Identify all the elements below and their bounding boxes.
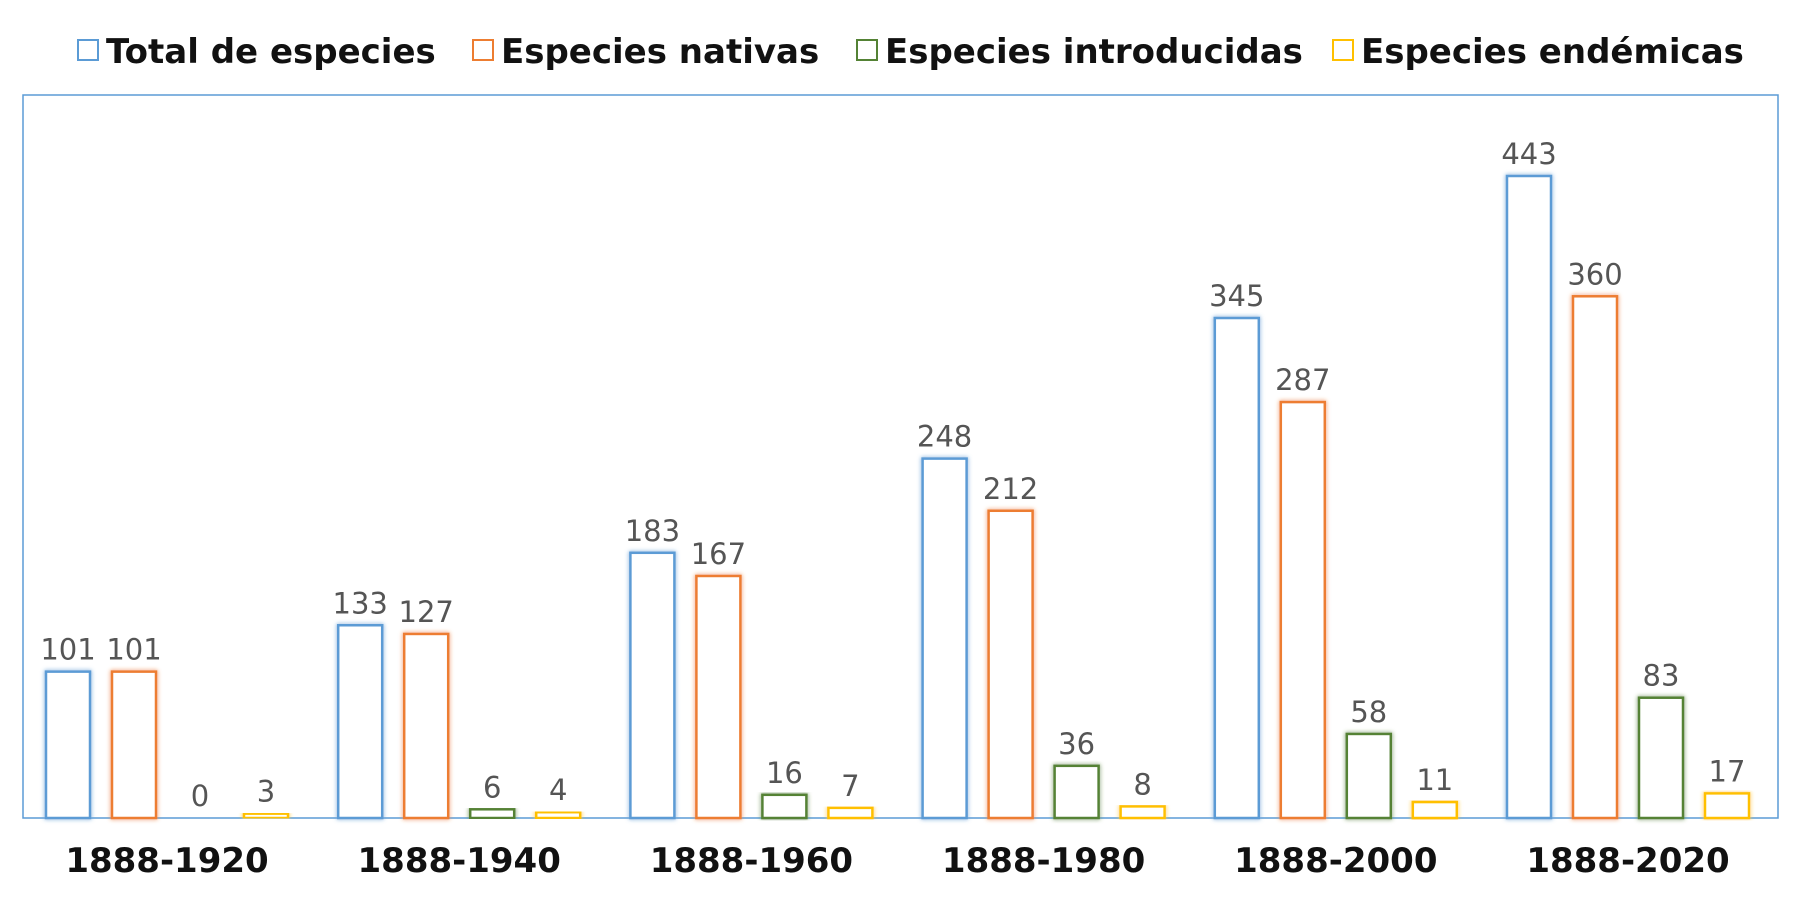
data-label-3-1888-2020: 83 <box>1643 659 1680 693</box>
legend-swatch-4 <box>1332 39 1354 61</box>
bar-1-1888-2020 <box>1505 174 1553 820</box>
data-label-3-1888-1940: 6 <box>483 770 501 804</box>
data-label-1-1888-1980: 248 <box>917 420 972 454</box>
data-label-2-1888-1920: 101 <box>106 633 161 667</box>
bar-1-1888-1960 <box>629 551 676 820</box>
bar-2-1888-2000 <box>1279 400 1327 820</box>
bar-2-1888-1960 <box>695 574 742 820</box>
bar-4-1888-2000 <box>1411 800 1459 820</box>
bar-4-1888-1980 <box>1119 805 1166 820</box>
bars <box>44 174 1751 820</box>
data-label-4-1888-1980: 8 <box>1133 767 1151 801</box>
legend-label-2: Especies nativas <box>501 32 819 72</box>
bar-1-1888-2000 <box>1213 316 1261 820</box>
data-label-2-1888-2000: 287 <box>1275 363 1330 397</box>
legend-swatch-3 <box>856 39 878 61</box>
legend: Total de especies Especies nativas Especie… <box>77 32 1744 72</box>
legend-swatch-1 <box>77 39 99 61</box>
bar-4-1888-2020 <box>1703 792 1751 820</box>
bar-2-1888-1920 <box>110 670 158 820</box>
legend-label-4: Especies endémicas <box>1361 32 1744 72</box>
data-label-2-1888-1940: 127 <box>399 595 454 629</box>
category-label-1888-2000: 1888-2000 <box>1234 841 1437 881</box>
plot-area-border <box>22 94 1779 819</box>
bar-4-1888-1960 <box>827 806 874 820</box>
category-label-1888-1980: 1888-1980 <box>942 841 1145 881</box>
data-label-3-1888-1960: 16 <box>766 756 803 790</box>
bar-2-1888-2020 <box>1571 295 1619 820</box>
legend-label-1: Total de especies <box>106 32 436 72</box>
bar-3-1888-2020 <box>1637 696 1685 820</box>
data-label-3-1888-2000: 58 <box>1350 695 1387 729</box>
category-label-1888-1940: 1888-1940 <box>358 841 561 881</box>
data-label-1-1888-2000: 345 <box>1209 279 1264 313</box>
bar-2-1888-1940 <box>402 632 450 820</box>
data-label-1-1888-2020: 443 <box>1501 137 1556 171</box>
bar-1-1888-1980 <box>921 457 968 820</box>
category-labels: 1888-1920 1888-1940 1888-1960 1888-1980 1888… <box>65 841 1729 881</box>
bar-4-1888-1940 <box>534 810 582 820</box>
data-label-4-1888-1960: 7 <box>841 769 859 803</box>
category-label-1888-1920: 1888-1920 <box>65 841 268 881</box>
data-label-4-1888-1940: 4 <box>549 773 567 807</box>
bar-3-1888-1980 <box>1053 764 1100 820</box>
data-label-4-1888-2000: 11 <box>1416 763 1453 797</box>
bar-2-1888-1980 <box>987 509 1034 820</box>
data-label-1-1888-1940: 133 <box>333 586 388 620</box>
bar-1-1888-1940 <box>336 624 384 820</box>
category-label-1888-2020: 1888-2020 <box>1526 841 1729 881</box>
data-label-4-1888-1920: 3 <box>257 775 275 809</box>
legend-label-3: Especies introducidas <box>885 32 1303 72</box>
data-label-4-1888-2020: 17 <box>1709 754 1746 788</box>
data-label-2-1888-1980: 212 <box>983 472 1038 506</box>
legend-swatch-2 <box>472 39 494 61</box>
data-label-3-1888-1920: 0 <box>191 779 209 813</box>
bar-3-1888-1960 <box>761 793 808 820</box>
data-label-3-1888-1980: 36 <box>1058 727 1095 761</box>
data-label-1-1888-1920: 101 <box>40 633 95 667</box>
category-label-1888-1960: 1888-1960 <box>650 841 853 881</box>
data-label-2-1888-1960: 167 <box>691 537 746 571</box>
bar-4-1888-1920 <box>242 812 290 820</box>
data-label-2-1888-2020: 360 <box>1567 257 1622 291</box>
data-label-1-1888-1960: 183 <box>625 514 680 548</box>
bar-3-1888-2000 <box>1345 732 1393 820</box>
bar-3-1888-1940 <box>468 808 516 820</box>
bar-1-1888-1920 <box>44 670 92 820</box>
